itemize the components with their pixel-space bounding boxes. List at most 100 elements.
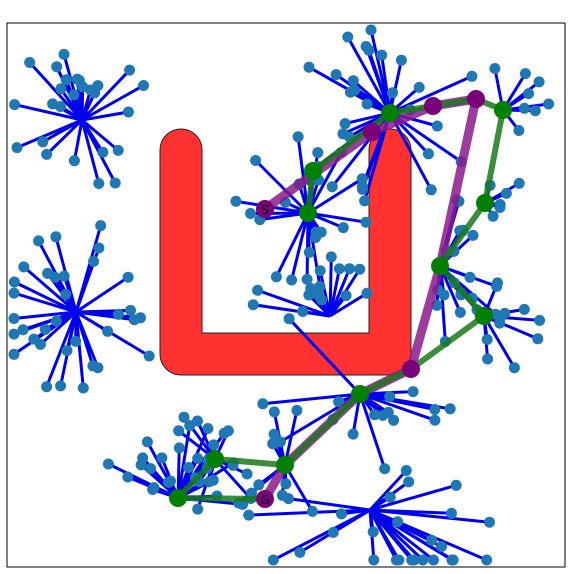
tree-node [8,348,20,360]
tree-node [513,177,525,189]
tree-node [347,428,359,440]
tree-edge [262,392,361,406]
tree-node [482,353,494,365]
tree-edge [80,119,101,184]
tree-edge [359,392,436,422]
tree-node [8,313,20,324]
tree-node [494,202,506,213]
tree-node [361,98,373,110]
tree-edge [335,73,391,115]
tree-node [241,468,253,480]
tree-edge [75,310,119,316]
tree-node [102,325,114,337]
tree-edge [482,315,516,369]
tree-edge [80,86,85,121]
tree-node [464,271,476,283]
start-label: S [261,203,269,217]
tree-node [306,505,318,517]
tree-node [280,478,292,490]
purple-path-node [363,123,381,141]
tree-node [71,73,83,85]
tree-node [42,267,54,279]
tree-node [95,220,107,232]
green-path-node [476,194,494,212]
tree-node [97,146,109,158]
green-path-node [351,385,369,403]
tree-node [407,386,419,398]
tree-node [135,459,147,471]
tree-edge [74,311,100,369]
tree-node [257,398,269,410]
tree-edge [74,225,103,313]
tree-node [367,526,379,538]
tree-node [60,288,72,300]
tree-edge [75,310,109,333]
tree-edge [14,103,83,122]
tree-node [339,118,351,130]
tree-node [39,323,51,335]
tree-node [297,306,309,317]
tree-node [360,216,372,228]
tree-edge [81,110,129,122]
tree-node [268,406,280,418]
tree-node [192,503,204,515]
tree-node [138,80,149,91]
tree-node [122,271,134,283]
tree-node [276,489,288,501]
tree-node [513,125,525,136]
tree-edge [81,118,120,152]
green-path-node [299,204,317,222]
tree-node [109,177,121,189]
tree-node [18,261,30,273]
tree-node [286,274,298,286]
tree-node [50,231,62,243]
tree-node [92,362,104,374]
tree-node [8,276,20,288]
tree-node [543,98,555,110]
tree-node [93,178,105,189]
tree-edge [369,483,457,512]
tree-node [392,516,404,528]
purple-path-node [256,490,274,508]
tree-edge [254,159,310,215]
tree-edge [318,270,332,317]
tree-node [9,99,21,111]
tree-node [92,80,104,92]
tree-node [312,147,324,159]
tree-node [529,105,541,117]
tree-node [24,57,36,68]
tree-node [325,251,337,263]
tree-node [387,87,398,99]
tree-node [156,452,168,464]
tree-edge [328,268,351,317]
tree-edge [288,317,362,396]
tree-edge [81,84,145,122]
tree-node [467,229,479,241]
tree-node [384,391,396,402]
tree-node [532,333,544,345]
tree-node [283,313,295,325]
tree-node [55,101,66,112]
tree-node [294,546,306,558]
tree-node [330,69,342,81]
purple-path-node [424,97,442,115]
tree-node [173,425,185,437]
tree-node [8,287,20,299]
tree-node [50,315,62,327]
tree-edge [328,256,333,317]
tree-edge [13,280,77,314]
tree-node [349,84,360,96]
tree-node [192,453,204,464]
tree-node [102,458,114,470]
tree-node [500,187,512,199]
tree-node [518,102,530,114]
tree-node [523,88,535,100]
tree-edge [80,69,131,122]
tree-edge [74,311,85,389]
tree-node [267,554,279,566]
tree-node [291,404,303,416]
tree-edge [75,275,129,314]
tree-node [487,210,499,222]
tree-node [534,314,546,326]
tree-node [382,406,394,418]
